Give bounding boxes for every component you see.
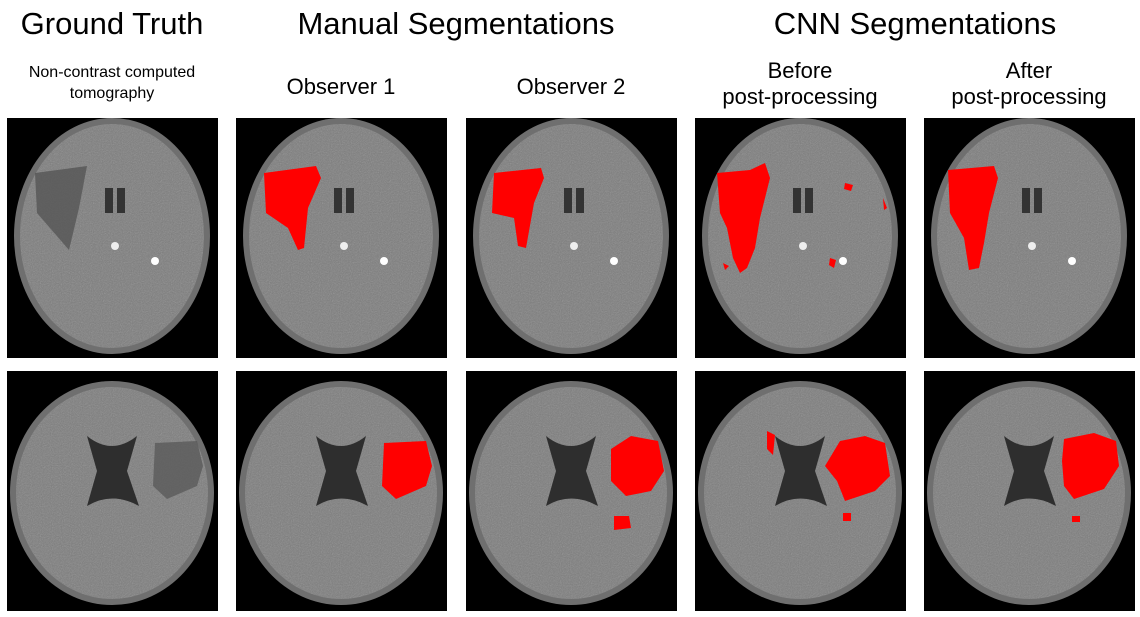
calcification bbox=[570, 242, 578, 250]
segmentation-mask bbox=[844, 183, 853, 191]
ventricles bbox=[793, 188, 813, 213]
ct-image bbox=[702, 118, 898, 354]
segmentation-mask bbox=[767, 431, 775, 455]
ventricles bbox=[1004, 436, 1056, 506]
gt-subheading: Non-contrast computed tomography bbox=[28, 64, 196, 102]
after-line2: post-processing bbox=[951, 84, 1107, 109]
cnn-segmentations-heading: CNN Segmentations bbox=[773, 6, 1057, 41]
ct-slice-row1-cnn-before bbox=[695, 118, 906, 358]
ct-slice-row1-cnn-after bbox=[924, 118, 1135, 358]
ventricles bbox=[87, 436, 139, 506]
ct-slice-row1-observer-2 bbox=[466, 118, 677, 358]
ventricles bbox=[1022, 188, 1042, 213]
segmentation-mask bbox=[614, 516, 631, 530]
ct-image bbox=[243, 118, 439, 354]
segmentation-mask bbox=[948, 166, 998, 270]
observer-1-subheading: Observer 1 bbox=[286, 74, 396, 99]
ventricles bbox=[546, 436, 598, 506]
tissue-texture bbox=[20, 124, 204, 348]
segmentation-mask bbox=[717, 163, 770, 273]
ct-image bbox=[473, 118, 669, 354]
ct-image bbox=[10, 381, 214, 605]
ct-image bbox=[239, 381, 443, 605]
segmentation-mask bbox=[611, 436, 664, 496]
calcification bbox=[340, 242, 348, 250]
before-postprocessing-subheading: Before post-processing bbox=[722, 58, 877, 110]
segmentation-mask bbox=[492, 168, 544, 248]
ct-image bbox=[14, 118, 210, 354]
ventricles bbox=[334, 188, 354, 213]
ct-slice-row2-ground-truth bbox=[7, 371, 218, 611]
ct-slice-row2-observer-2 bbox=[466, 371, 677, 611]
infarct-region bbox=[35, 166, 87, 250]
ground-truth-heading: Ground Truth bbox=[20, 6, 204, 41]
ct-slice-row2-cnn-before bbox=[695, 371, 906, 611]
tissue-texture bbox=[479, 124, 663, 348]
ventricles bbox=[775, 436, 827, 506]
segmentation-mask bbox=[264, 166, 321, 250]
segmentation-mask bbox=[1062, 433, 1119, 499]
ventricles bbox=[564, 188, 584, 213]
segmentation-mask bbox=[382, 441, 432, 499]
ct-image bbox=[698, 381, 902, 605]
segmentation-mask bbox=[1072, 516, 1080, 522]
infarct-region bbox=[153, 441, 203, 499]
segmentation-mask bbox=[723, 263, 729, 270]
ventricles bbox=[105, 188, 125, 213]
calcification bbox=[799, 242, 807, 250]
after-postprocessing-subheading: After post-processing bbox=[951, 58, 1106, 110]
segmentation-mask bbox=[829, 258, 836, 268]
calcification bbox=[1028, 242, 1036, 250]
segmentation-mask bbox=[883, 198, 887, 210]
ct-slice-row2-observer-1 bbox=[236, 371, 447, 611]
before-line1: Before bbox=[767, 58, 833, 83]
calcification bbox=[1068, 257, 1076, 265]
observer-2-subheading: Observer 2 bbox=[516, 74, 626, 99]
ct-image bbox=[927, 381, 1131, 605]
calcification bbox=[151, 257, 159, 265]
calcification bbox=[839, 257, 847, 265]
ct-image bbox=[469, 381, 673, 605]
ct-image bbox=[931, 118, 1127, 354]
segmentation-mask bbox=[843, 513, 851, 521]
before-line2: post-processing bbox=[722, 84, 878, 109]
ct-slice-row1-observer-1 bbox=[236, 118, 447, 358]
ct-slice-row2-cnn-after bbox=[924, 371, 1135, 611]
ventricles bbox=[316, 436, 368, 506]
calcification bbox=[111, 242, 119, 250]
ct-slice-row1-ground-truth bbox=[7, 118, 218, 358]
tissue-texture bbox=[249, 124, 433, 348]
calcification bbox=[610, 257, 618, 265]
segmentation-mask bbox=[825, 436, 890, 501]
after-line1: After bbox=[1005, 58, 1053, 83]
manual-segmentations-heading: Manual Segmentations bbox=[297, 6, 615, 41]
calcification bbox=[380, 257, 388, 265]
